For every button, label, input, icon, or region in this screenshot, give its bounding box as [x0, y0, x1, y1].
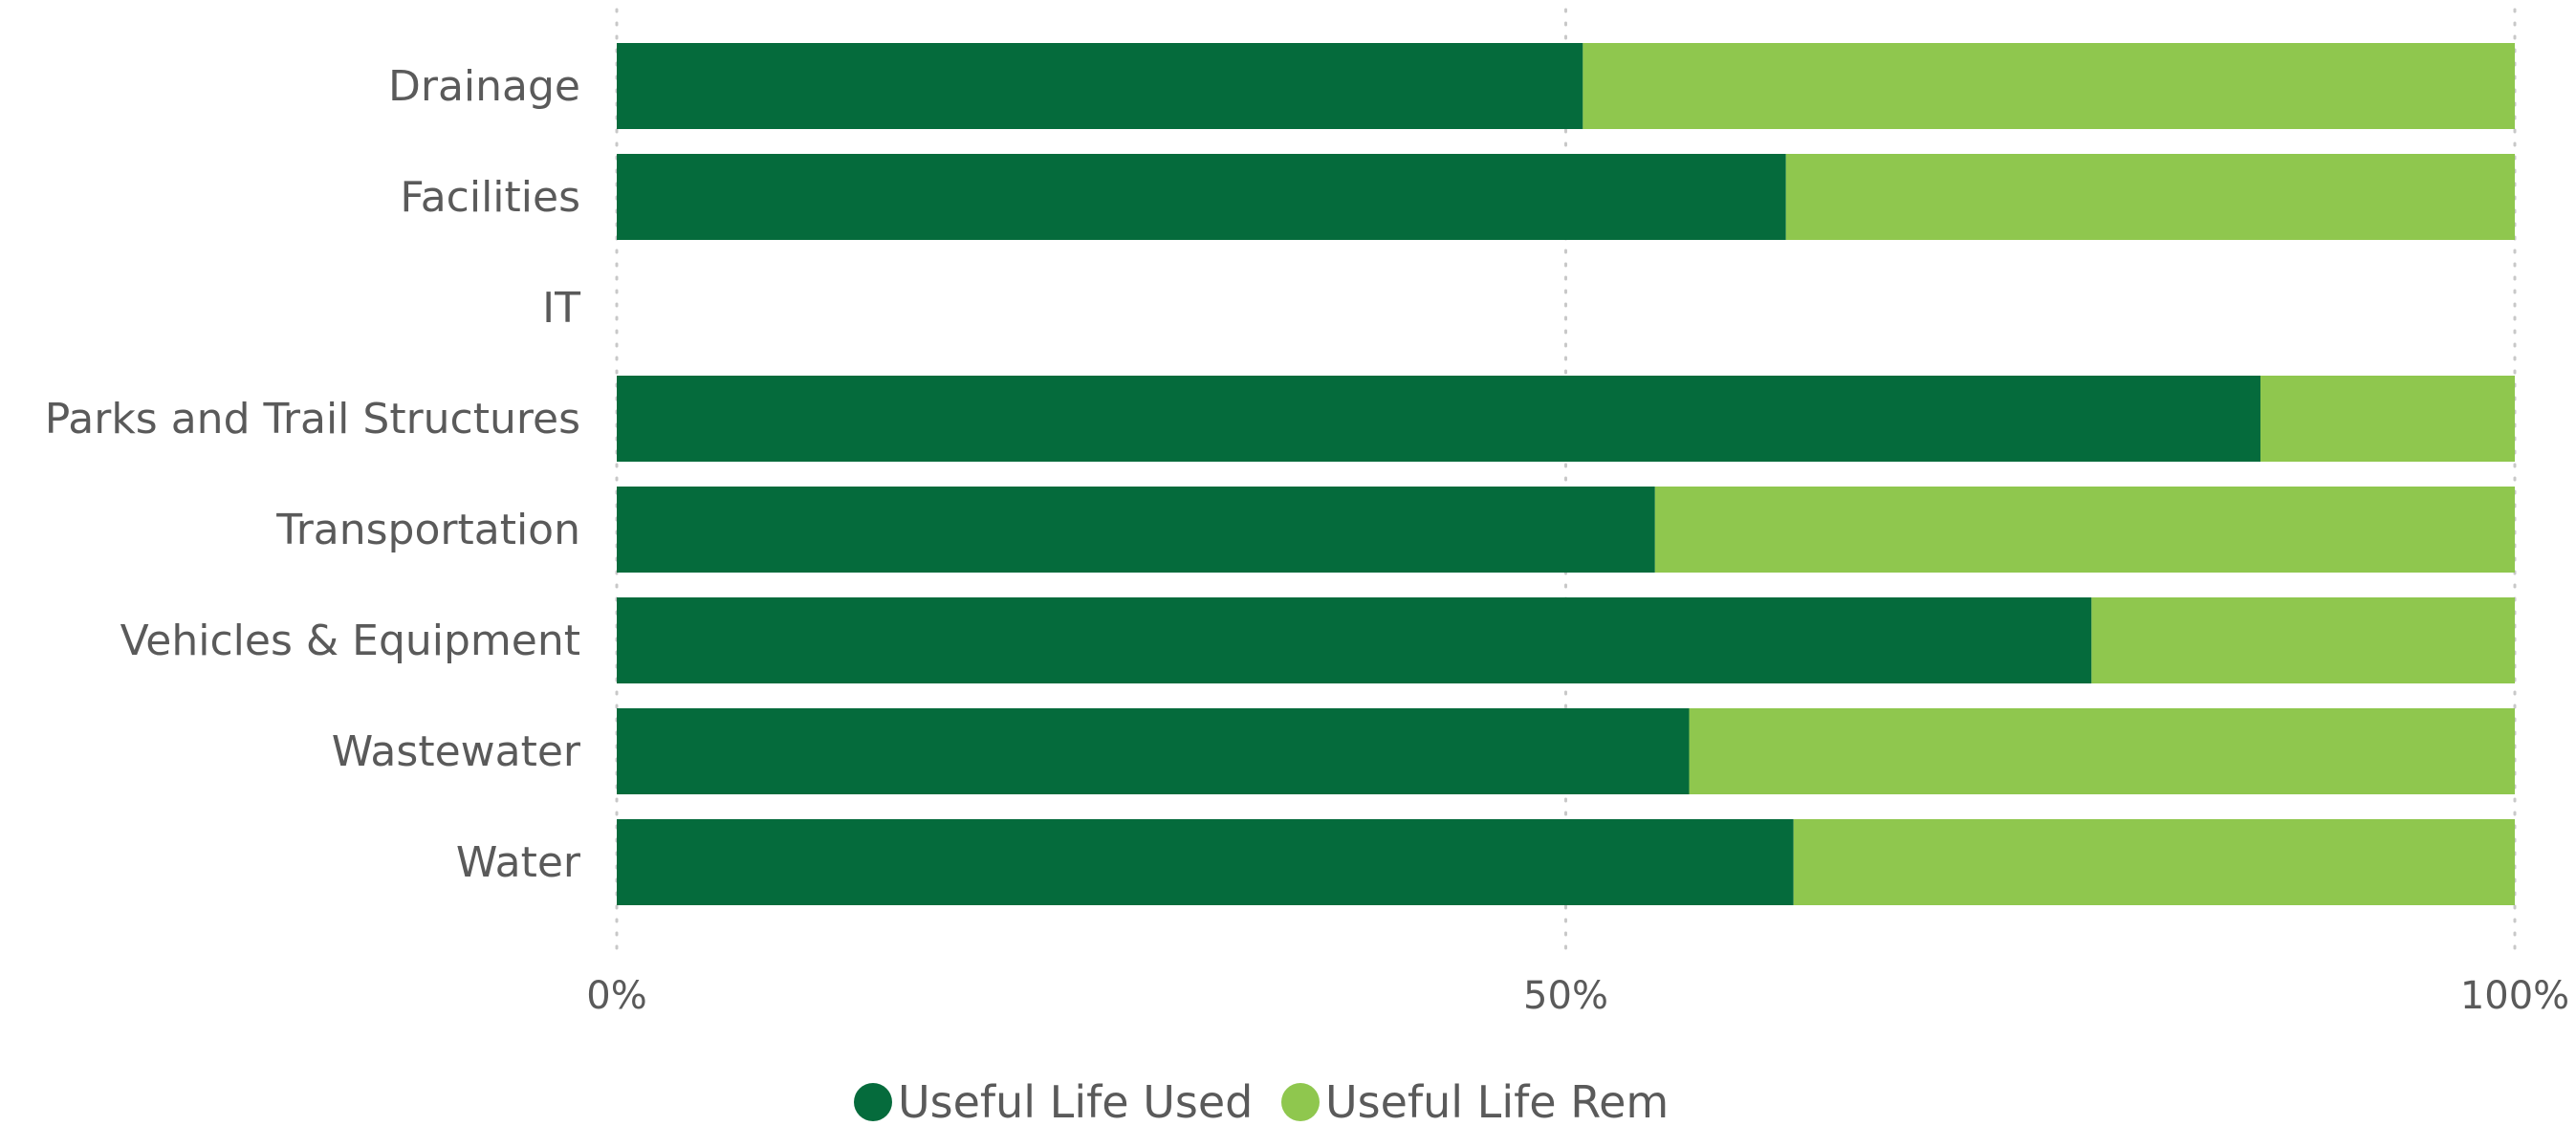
category-label: Water — [456, 838, 581, 887]
category-label: Transportation — [275, 506, 580, 554]
bar-useful-life-rem[interactable] — [1793, 819, 2515, 905]
category-label: IT — [542, 284, 580, 333]
x-tick-label: 0% — [586, 974, 646, 1018]
bar-useful-life-used[interactable] — [617, 376, 2261, 462]
bar-useful-life-rem[interactable] — [2260, 376, 2515, 462]
category-label: Wastewater — [332, 727, 581, 776]
bar-useful-life-rem[interactable] — [1654, 487, 2515, 573]
bar-useful-life-used[interactable] — [617, 597, 2092, 683]
category-label: Facilities — [400, 173, 580, 222]
legend-label[interactable]: Useful Life Used — [898, 1076, 1253, 1126]
bar-useful-life-rem[interactable] — [1583, 43, 2515, 129]
bar-useful-life-rem[interactable] — [2091, 597, 2515, 683]
bar-useful-life-used[interactable] — [617, 43, 1583, 129]
bar-useful-life-used[interactable] — [617, 708, 1690, 794]
category-label: Drainage — [388, 62, 580, 111]
legend-marker — [1281, 1083, 1320, 1121]
legend-marker — [854, 1083, 892, 1121]
bar-useful-life-used[interactable] — [617, 819, 1794, 905]
bar-useful-life-rem[interactable] — [1785, 154, 2515, 240]
bars — [617, 43, 2515, 905]
x-tick-labels: 0% 50% 100% — [586, 974, 2569, 1018]
legend[interactable]: Useful Life Used Useful Life Rem — [854, 1076, 1669, 1126]
category-labels: Drainage Facilities IT Parks and Trail Stru… — [45, 62, 581, 887]
bar-useful-life-rem[interactable] — [1689, 708, 2515, 794]
bar-useful-life-used[interactable] — [617, 154, 1786, 240]
x-tick-label: 100% — [2460, 974, 2569, 1018]
category-label: Parks and Trail Structures — [45, 395, 580, 444]
bar-useful-life-used[interactable] — [617, 487, 1655, 573]
x-tick-label: 50% — [1523, 974, 1608, 1018]
gridlines — [615, 8, 2517, 953]
legend-label[interactable]: Useful Life Rem — [1325, 1076, 1669, 1126]
category-label: Vehicles & Equipment — [120, 617, 580, 665]
